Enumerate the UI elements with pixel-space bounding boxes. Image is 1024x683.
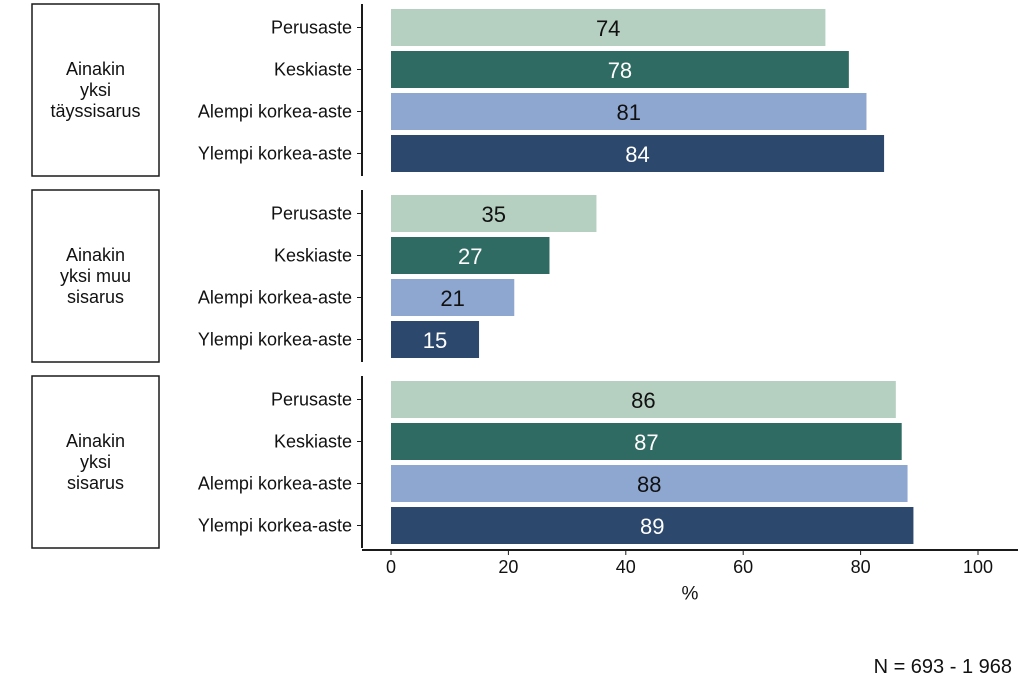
category-label: Ylempi korkea-aste <box>198 516 352 536</box>
bar <box>391 237 550 274</box>
x-tick-label: 100 <box>963 557 993 577</box>
x-tick-label: 80 <box>851 557 871 577</box>
x-tick-label: 40 <box>616 557 636 577</box>
bar <box>391 465 908 502</box>
category-label: Ylempi korkea-aste <box>198 144 352 164</box>
facet-strip-label: Ainakin <box>66 59 125 79</box>
bar <box>391 507 914 544</box>
facet-strip <box>31 375 160 549</box>
category-label: Perusaste <box>271 18 352 38</box>
bar <box>391 279 515 316</box>
sample-size-note: N = 693 - 1 968 <box>874 656 1012 678</box>
category-label: Perusaste <box>271 204 352 224</box>
category-label: Perusaste <box>271 390 352 410</box>
x-axis-title: % <box>682 584 699 605</box>
bar <box>391 51 849 88</box>
data-label: 81 <box>616 100 640 125</box>
data-label: 86 <box>631 388 655 413</box>
category-label: Alempi korkea-aste <box>198 474 352 494</box>
facet-strip-label: yksi <box>80 80 111 100</box>
x-tick-label: 20 <box>498 557 518 577</box>
x-tick-label: 60 <box>733 557 753 577</box>
data-label: 74 <box>596 16 620 41</box>
data-label: 78 <box>608 58 632 83</box>
category-label: Ylempi korkea-aste <box>198 330 352 350</box>
facet-strip <box>31 189 160 363</box>
facet-strip-label: yksi <box>80 452 111 472</box>
category-label: Keskiaste <box>274 60 352 80</box>
bar <box>391 9 826 46</box>
data-label: 35 <box>481 202 505 227</box>
data-label: 21 <box>440 286 464 311</box>
data-label: 27 <box>458 244 482 269</box>
data-label: 84 <box>625 142 649 167</box>
category-label: Alempi korkea-aste <box>198 288 352 308</box>
bar <box>391 195 597 232</box>
data-label: 87 <box>634 430 658 455</box>
facet-strip-label: Ainakin <box>66 245 125 265</box>
facet-strip <box>31 3 160 177</box>
bar <box>391 381 896 418</box>
category-label: Keskiaste <box>274 432 352 452</box>
bar <box>391 135 885 172</box>
data-label: 88 <box>637 472 661 497</box>
data-label: 15 <box>423 328 447 353</box>
facet-strip-label: sisarus <box>67 287 124 307</box>
bar <box>391 321 480 358</box>
category-label: Alempi korkea-aste <box>198 102 352 122</box>
facet-strip-label: yksi muu <box>60 266 131 286</box>
x-tick-label: 0 <box>386 557 396 577</box>
bar <box>391 93 867 130</box>
facet-strip-label: täyssisarus <box>50 101 140 121</box>
category-label: Keskiaste <box>274 246 352 266</box>
bar <box>391 423 902 460</box>
facet-strip-label: sisarus <box>67 473 124 493</box>
data-label: 89 <box>640 514 664 539</box>
facet-strip-label: Ainakin <box>66 431 125 451</box>
